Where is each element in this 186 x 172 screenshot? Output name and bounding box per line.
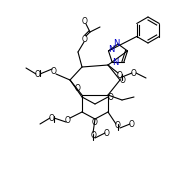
Text: O: O xyxy=(49,114,55,122)
Text: O: O xyxy=(129,120,135,128)
Text: O: O xyxy=(117,71,123,79)
Text: O: O xyxy=(115,121,121,131)
Text: N: N xyxy=(112,58,118,67)
Text: O: O xyxy=(131,68,137,78)
Text: O: O xyxy=(82,35,88,44)
Text: O: O xyxy=(35,69,41,78)
Text: O: O xyxy=(75,83,81,93)
Text: N: N xyxy=(113,39,119,47)
Text: O: O xyxy=(82,17,88,25)
Text: O: O xyxy=(51,67,57,76)
Text: O: O xyxy=(104,128,110,137)
Text: N: N xyxy=(108,45,115,54)
Text: O: O xyxy=(65,116,71,125)
Text: O: O xyxy=(120,76,126,84)
Text: O: O xyxy=(92,117,98,126)
Text: O: O xyxy=(91,132,97,141)
Text: O: O xyxy=(108,93,114,101)
